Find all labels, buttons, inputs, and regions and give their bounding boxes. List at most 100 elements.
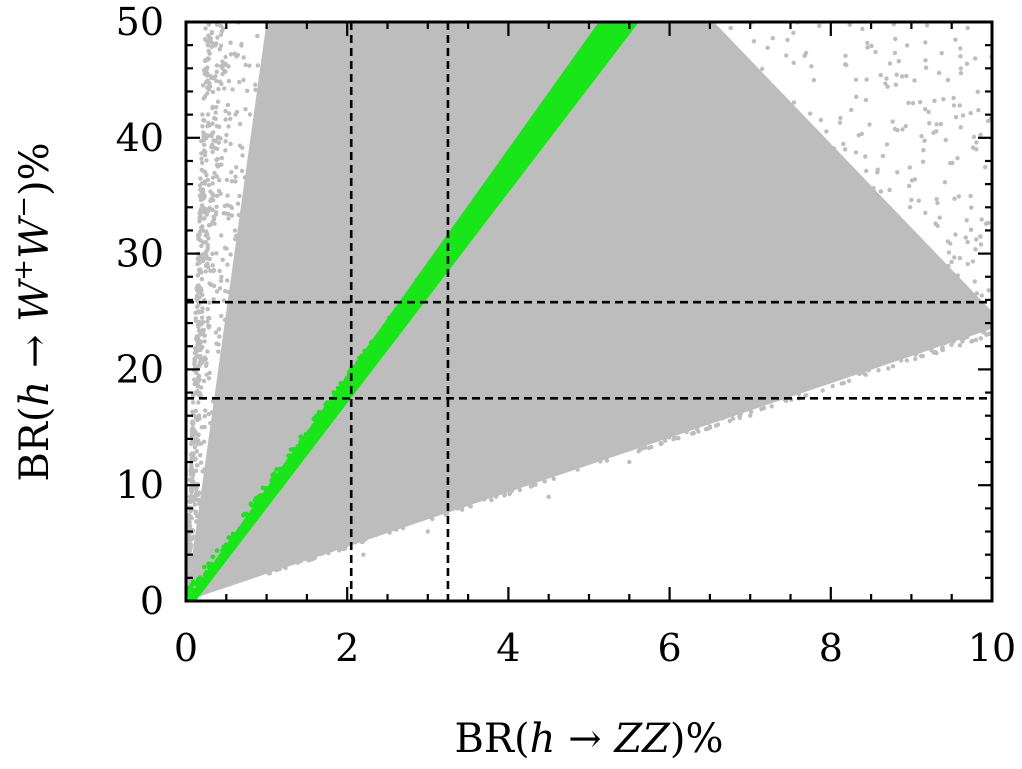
scatter-point bbox=[219, 162, 224, 167]
selected-point bbox=[330, 408, 336, 413]
scatter-point bbox=[395, 454, 400, 459]
scatter-point bbox=[389, 467, 395, 472]
scatter-point bbox=[530, 478, 535, 483]
scatter-point bbox=[728, 55, 733, 60]
scatter-point bbox=[878, 72, 883, 78]
scatter-point bbox=[606, 436, 611, 442]
scatter-point bbox=[971, 306, 976, 311]
scatter-point bbox=[625, 309, 630, 314]
scatter-point bbox=[716, 225, 721, 231]
scatter-point bbox=[186, 534, 192, 539]
scatter-point bbox=[229, 213, 235, 218]
scatter-point bbox=[374, 532, 379, 537]
selected-point bbox=[441, 256, 447, 261]
scatter-point bbox=[690, 172, 695, 178]
selected-point bbox=[331, 390, 337, 395]
scatter-point bbox=[662, 438, 668, 443]
scatter-point bbox=[473, 333, 479, 338]
scatter-point bbox=[203, 408, 208, 413]
scatter-point bbox=[551, 476, 556, 481]
scatter-point bbox=[544, 474, 549, 479]
scatter-point bbox=[867, 122, 872, 127]
scatter-point bbox=[698, 118, 703, 123]
selected-point bbox=[263, 486, 269, 491]
scatter-point bbox=[662, 374, 667, 379]
scatter-point bbox=[844, 316, 849, 322]
scatter-point bbox=[208, 268, 213, 273]
scatter-point bbox=[504, 473, 509, 478]
scatter-point bbox=[978, 242, 984, 247]
selected-point bbox=[413, 291, 418, 297]
selected-point bbox=[342, 383, 348, 389]
scatter-point bbox=[189, 441, 194, 447]
scatter-point bbox=[953, 232, 958, 237]
selected-point bbox=[342, 393, 348, 398]
scatter-point bbox=[212, 145, 218, 151]
scatter-point bbox=[641, 116, 646, 122]
selected-point bbox=[383, 337, 389, 343]
scatter-point bbox=[861, 336, 866, 341]
scatter-point bbox=[303, 501, 308, 506]
scatter-point bbox=[639, 155, 644, 160]
scatter-point bbox=[950, 285, 955, 290]
scatter-point bbox=[909, 197, 914, 203]
scatter-point bbox=[365, 438, 370, 443]
scatter-point bbox=[639, 357, 644, 363]
scatter-point bbox=[853, 150, 859, 155]
scatter-point bbox=[216, 86, 221, 92]
scatter-point bbox=[416, 514, 421, 519]
scatter-point bbox=[859, 311, 865, 316]
scatter-point bbox=[188, 509, 193, 514]
scatter-point bbox=[690, 122, 695, 127]
scatter-point bbox=[439, 493, 445, 498]
scatter-point bbox=[467, 343, 472, 348]
scatter-point bbox=[896, 59, 901, 64]
scatter-point bbox=[626, 286, 631, 291]
scatter-point bbox=[659, 425, 664, 430]
selected-point bbox=[190, 587, 195, 592]
scatter-point bbox=[214, 63, 220, 68]
scatter-point bbox=[535, 230, 540, 236]
scatter-point bbox=[443, 509, 448, 514]
scatter-point bbox=[203, 250, 208, 255]
scatter-point bbox=[205, 177, 211, 182]
selected-point bbox=[218, 560, 224, 566]
scatter-point bbox=[223, 211, 229, 216]
scatter-point bbox=[196, 375, 201, 380]
scatter-point bbox=[946, 250, 952, 255]
scatter-point bbox=[339, 539, 344, 544]
scatter-point bbox=[890, 364, 896, 369]
scatter-point bbox=[834, 327, 839, 332]
scatter-point bbox=[204, 256, 209, 261]
scatter-point bbox=[676, 362, 681, 367]
scatter-point bbox=[220, 257, 225, 262]
scatter-point bbox=[942, 180, 948, 185]
scatter-point bbox=[888, 257, 893, 263]
scatter-point bbox=[240, 145, 245, 150]
scatter-point bbox=[354, 417, 360, 422]
scatter-point bbox=[372, 510, 378, 515]
scatter-point bbox=[862, 295, 868, 300]
scatter-point bbox=[454, 391, 459, 396]
scatter-point bbox=[547, 295, 553, 300]
scatter-point bbox=[834, 373, 839, 378]
scatter-point bbox=[888, 319, 893, 324]
scatter-point bbox=[743, 282, 748, 287]
scatter-point bbox=[408, 512, 413, 517]
scatter-point bbox=[742, 229, 747, 234]
scatter-point bbox=[632, 420, 637, 426]
scatter-point bbox=[224, 177, 230, 183]
scatter-point bbox=[219, 81, 224, 87]
scatter-point bbox=[559, 457, 564, 463]
scatter-point bbox=[887, 355, 893, 361]
scatter-point bbox=[668, 208, 673, 213]
scatter-point bbox=[509, 488, 515, 493]
scatter-point bbox=[965, 25, 970, 31]
scatter-point bbox=[315, 547, 321, 552]
selected-point bbox=[270, 472, 275, 478]
scatter-point bbox=[198, 197, 204, 203]
selected-point bbox=[527, 141, 532, 146]
selected-point bbox=[375, 341, 380, 347]
selected-point bbox=[433, 257, 438, 263]
selected-point bbox=[484, 196, 489, 202]
